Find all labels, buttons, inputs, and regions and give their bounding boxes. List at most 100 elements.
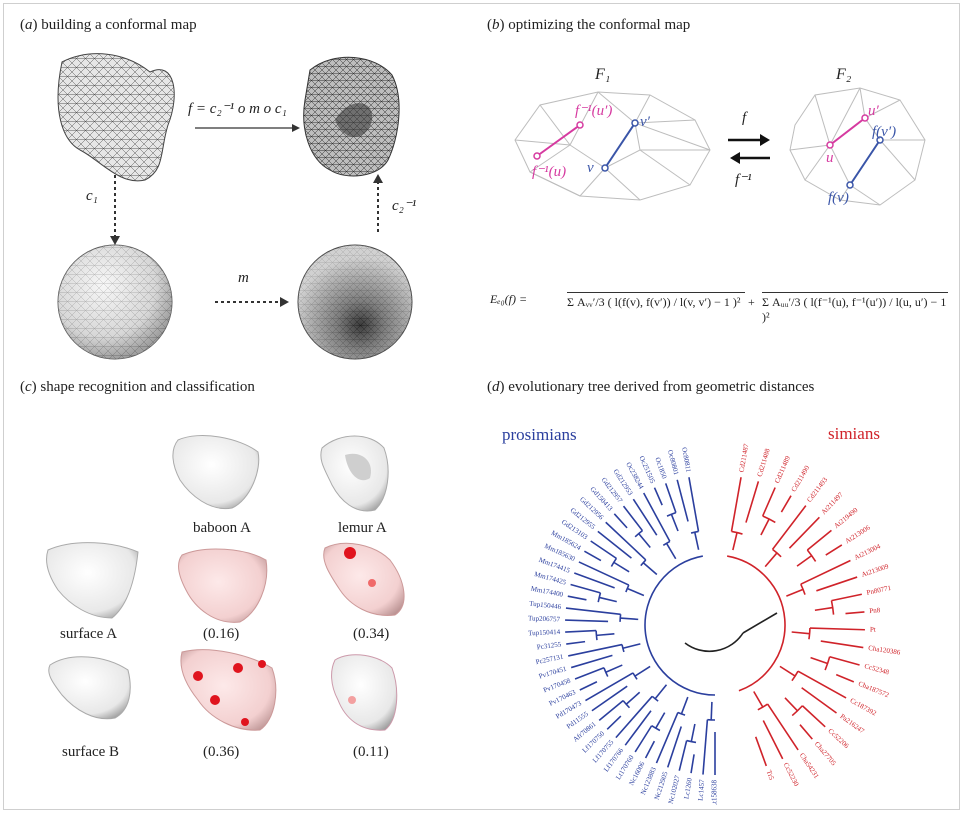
simian-leaf-label: At211497 — [820, 490, 845, 516]
prosimian-branch-32 — [655, 712, 679, 764]
tree-root — [684, 632, 744, 653]
simian-leaf-label: Pt — [870, 626, 876, 634]
simian-branch-6 — [806, 529, 832, 551]
prosimian-leaf-label: Lc1260 — [682, 777, 693, 800]
prosimian-branch-21 — [570, 654, 613, 669]
prosimian-leaf-label: Oc80811 — [680, 447, 692, 474]
simian-branch-17 — [801, 687, 837, 714]
v-label: v — [587, 160, 594, 176]
panel-b-title: (b) optimizing the conformal map — [487, 17, 691, 33]
fi-uprime-label: f⁻¹(u′) — [575, 103, 613, 119]
F2-label: F₂ — [836, 66, 852, 83]
prosimian-branch-24 — [585, 672, 634, 702]
simian-leaf-label: Cha187572 — [857, 680, 890, 700]
prosimian-clade-arc — [632, 672, 638, 680]
fi-u-label: f⁻¹(u) — [532, 164, 567, 180]
simian-internal-branch — [810, 656, 828, 665]
simian-internal-branch — [814, 606, 833, 612]
uprime-label: u′ — [868, 103, 879, 119]
surfaceA-label: surface A — [60, 626, 118, 642]
prosimian-internal-branch — [710, 701, 713, 720]
simian-internal-branch — [753, 691, 764, 708]
figure-frame — [3, 3, 960, 810]
simian-leaf-label: Cha54231 — [798, 752, 821, 781]
simian-clade-arc — [762, 515, 776, 524]
prosimian-clade-arc — [662, 540, 671, 546]
simian-leaf-label: At219490 — [833, 506, 860, 530]
simian-branch-16 — [797, 670, 847, 699]
prosimian-branch-0 — [688, 477, 700, 532]
prosimian-branch-19 — [566, 640, 586, 645]
prosimian-internal-branch — [638, 533, 651, 548]
match-baboon-B — [180, 649, 277, 731]
prosimian-branch-13 — [574, 572, 615, 589]
prosimian-branch-20 — [568, 643, 623, 657]
prosimian-branch-18 — [565, 629, 597, 633]
simian-leaf-label: Cc52230 — [782, 761, 801, 788]
prosimian-internal-branch — [655, 712, 666, 729]
prosimian-leaf-label: Nc102027 — [667, 774, 682, 805]
prosimian-leaf-label: Tup150414 — [528, 628, 561, 638]
prosimian-branch-6 — [622, 505, 644, 532]
simian-branch-20 — [766, 703, 799, 751]
prosimian-leaf-label: Pc257131 — [535, 653, 565, 667]
prosimian-clade-arc — [651, 725, 661, 732]
simian-branch-8 — [800, 559, 851, 585]
finv-label: f⁻¹ — [735, 172, 752, 188]
prosimian-branch-23 — [579, 681, 598, 691]
simian-internal-branch — [784, 697, 799, 712]
fv-label: f(v) — [828, 190, 849, 206]
edge-fv — [849, 139, 881, 186]
simian-root-arc — [727, 555, 786, 692]
prosimian-branch-3 — [653, 487, 663, 506]
simian-branch-11 — [845, 611, 865, 615]
prosimian-branch-27 — [606, 715, 622, 730]
prosimians-label: prosimians — [502, 425, 577, 444]
simians-label: simians — [828, 424, 880, 443]
panel-a-title: (a) building a conformal map — [20, 17, 197, 33]
edge-u — [829, 117, 866, 146]
simian-leaf-label: Cc187392 — [849, 697, 878, 718]
prosimian-leaf-label: Lc1457 — [696, 779, 706, 801]
prosimian-branch-15 — [567, 595, 587, 601]
prosimian-leaf-label: Oc1850 — [653, 456, 668, 480]
simian-branch-19 — [799, 724, 813, 740]
simian-branch-12 — [809, 627, 865, 631]
match-baboon-A — [178, 548, 268, 623]
simian-branch-10 — [831, 593, 862, 602]
simian-leaf-label: Cd211493 — [805, 476, 829, 504]
simian-leaf-label: Cd211488 — [756, 447, 772, 477]
prosimian-branch-30 — [634, 725, 653, 753]
c2inv-label: c₂⁻¹ — [392, 198, 417, 214]
F1-label: F₁ — [595, 66, 611, 83]
simian-branch-4 — [771, 505, 807, 550]
simian-leaf-label: At213006 — [844, 523, 872, 545]
prosimian-clade-arc — [686, 739, 697, 744]
simian-branch-21 — [762, 720, 784, 760]
panel-c-title: (c) shape recognition and classification — [20, 379, 255, 395]
simian-branch-5 — [788, 516, 820, 549]
prosimian-internal-branch — [622, 643, 641, 650]
prosimian-branch-26 — [598, 700, 624, 721]
prosimian-branch-12 — [578, 561, 630, 586]
simian-clade-arc — [731, 530, 743, 535]
prosimian-internal-branch — [654, 684, 668, 700]
simian-branch-18 — [801, 705, 826, 728]
prosimian-internal-branch — [680, 696, 689, 715]
mesh-F1 — [514, 91, 711, 201]
simian-internal-branch — [760, 518, 770, 536]
prosimian-leaf-label: Tup206757 — [528, 614, 561, 623]
evolutionary-tree: Oc80811Oc80801Oc1850Oc251505Oc238244Gd21… — [528, 443, 901, 805]
simian-branch-0 — [730, 477, 742, 532]
prosimian-internal-branch — [626, 587, 645, 597]
prosimian-clade-arc — [677, 711, 686, 716]
lemur-label: lemur A — [338, 520, 387, 536]
score-baboon-A: (0.16) — [203, 626, 240, 642]
simian-internal-branch — [791, 631, 810, 635]
prosimian-branch-5 — [632, 498, 658, 536]
prosimian-root-arc — [644, 555, 716, 696]
simian-leaf-label: Cc52348 — [863, 662, 890, 677]
energy-term-1: Σ Aᵥᵥ′/3 ( l(f(v), f(v′)) / l(v, v′) − 1… — [567, 292, 745, 310]
